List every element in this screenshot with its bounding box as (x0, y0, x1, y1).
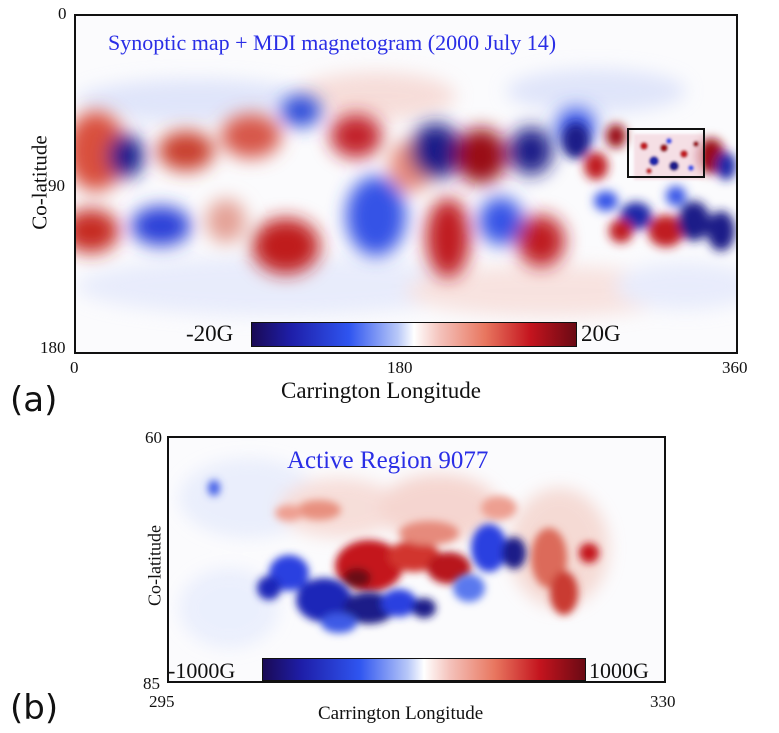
panel-b-ytick-60: 60 (145, 428, 162, 447)
active-region-image (169, 438, 664, 681)
panel-a-xlabel: Carrington Longitude (281, 378, 481, 403)
panel-a-colorbar-max: 20G (581, 321, 621, 346)
panel-a-ytick-90: 90 (48, 176, 65, 195)
panel-b-xlabel: Carrington Longitude (318, 703, 484, 724)
panel-a-title: Synoptic map + MDI magnetogram (2000 Jul… (108, 30, 557, 55)
panel-a-letter: (a) (10, 380, 58, 420)
panel-a-xtick-360: 360 (722, 358, 748, 377)
panel-b-ylabel: Co-latitude (144, 525, 165, 606)
synoptic-map-image (76, 16, 736, 352)
panel-b-xtick-330: 330 (650, 692, 676, 711)
panel-a-ytick-180: 180 (40, 338, 66, 357)
panel-b-colorbar-min: -1000G (168, 658, 236, 683)
panel-a-ylabel: Co-latitude (27, 135, 52, 230)
panel-b-xtick-295: 295 (149, 692, 175, 711)
active-region-panel (167, 436, 666, 683)
panel-a-colorbar-min: -20G (186, 321, 234, 346)
panel-a-xtick-0: 0 (70, 358, 79, 377)
panel-a-colorbar (251, 322, 577, 347)
panel-b-letter: (b) (10, 688, 59, 728)
panel-a-ytick-0: 0 (58, 4, 67, 23)
panel-b-colorbar (262, 658, 586, 681)
panel-b-colorbar-max: 1000G (589, 658, 649, 683)
panel-b-title: Active Region 9077 (287, 447, 489, 474)
synoptic-map-panel (74, 14, 738, 354)
region-selection-box (627, 128, 705, 178)
panel-a-xtick-180: 180 (387, 358, 413, 377)
panel-b-ytick-85: 85 (143, 674, 160, 693)
